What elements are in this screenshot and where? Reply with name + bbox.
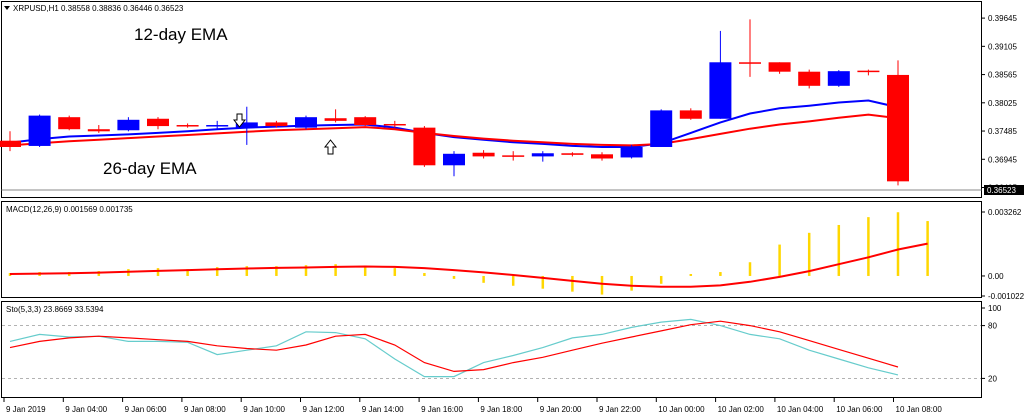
bear-candle: [354, 117, 377, 126]
macd-panel: [1, 201, 982, 298]
x-tick-label: 9 Jan 06:00: [125, 405, 167, 414]
bull-candle: [650, 110, 673, 147]
current-price-label: 0.36523: [987, 186, 1016, 195]
x-tick-label: 9 Jan 14:00: [362, 405, 404, 414]
x-tick-label: 9 Jan 08:00: [184, 405, 226, 414]
bull-candle: [827, 71, 850, 86]
price-header: XRPUSD,H1 0.38558 0.38836 0.36446 0.3652…: [13, 4, 184, 13]
bear-candle: [265, 122, 288, 127]
bull-candle: [295, 117, 317, 128]
x-tick-label: 9 Jan 2019: [6, 405, 46, 414]
x-tick-label: 9 Jan 22:00: [599, 405, 641, 414]
price-y-tick-label: 0.39105: [988, 42, 1017, 51]
bear-candle: [324, 118, 347, 121]
price-y-tick-label: 0.38025: [988, 99, 1017, 108]
bull-candle: [531, 153, 554, 157]
x-tick-label: 10 Jan 08:00: [896, 405, 943, 414]
ema26-line: [9, 113, 899, 147]
x-tick-label: 9 Jan 10:00: [243, 405, 285, 414]
bear-candle: [176, 125, 199, 127]
price-y-tick-label: 0.39645: [988, 14, 1017, 23]
x-tick-label: 10 Jan 04:00: [777, 405, 824, 414]
bear-candle: [739, 62, 761, 64]
bear-candle: [413, 127, 436, 166]
bull-candle: [620, 146, 643, 158]
ema12-line: [9, 99, 899, 148]
bear-candle: [561, 153, 584, 155]
up-arrow-icon: [323, 139, 338, 155]
bear-candle: [502, 155, 525, 157]
x-tick-label: 10 Jan 02:00: [718, 405, 765, 414]
bull-candle: [709, 62, 732, 119]
x-tick-label: 9 Jan 04:00: [65, 405, 107, 414]
macd-y-tick-label: 0.003262: [988, 208, 1022, 217]
x-tick-label: 9 Jan 18:00: [480, 405, 522, 414]
price-y-tick-label: 0.37485: [988, 127, 1017, 136]
macd-signal-line: [9, 242, 928, 288]
x-tick-label: 9 Jan 12:00: [303, 405, 345, 414]
x-tick-label: 9 Jan 20:00: [540, 405, 582, 414]
sto-y-tick-label: 80: [988, 322, 997, 331]
ema26-annotation: 26-day EMA: [103, 159, 197, 178]
sto-signal-line: [9, 320, 899, 373]
sto-main-line: [9, 318, 899, 378]
bear-candle: [887, 74, 909, 182]
bear-candle: [383, 123, 406, 126]
ema12-annotation: 12-day EMA: [134, 25, 228, 44]
collapse-triangle-icon[interactable]: [4, 6, 10, 10]
sto-y-tick-label: 20: [988, 374, 997, 383]
stochastic-panel: [1, 301, 982, 398]
sto-y-tick-label: 100: [988, 304, 1002, 313]
down-arrow-icon: [232, 113, 247, 128]
bull-candle: [206, 125, 229, 127]
bull-candle: [28, 115, 51, 146]
macd-header: MACD(12,26,9) 0.001569 0.001735: [6, 205, 133, 214]
current-price-tag: [984, 185, 1024, 195]
bear-candle: [591, 154, 613, 159]
bear-candle: [798, 71, 821, 86]
macd-y-tick-label: 0.00: [988, 272, 1004, 281]
bull-candle: [443, 153, 465, 166]
bull-candle: [235, 122, 258, 128]
bear-candle: [58, 117, 81, 130]
bear-candle: [472, 152, 495, 157]
price-panel: [1, 1, 982, 198]
price-y-tick-label: 0.36945: [988, 155, 1017, 164]
bear-candle: [147, 118, 169, 127]
bull-candle: [117, 119, 140, 131]
x-tick-label: 9 Jan 16:00: [421, 405, 463, 414]
bear-candle: [87, 129, 110, 132]
price-y-tick-label: 0.38565: [988, 71, 1017, 80]
bear-candle: [857, 70, 880, 73]
bear-candle: [768, 62, 791, 72]
sto-header: Sto(5,3,3) 23.8669 33.5394: [6, 305, 104, 314]
x-tick-label: 10 Jan 00:00: [658, 405, 705, 414]
x-tick-label: 10 Jan 06:00: [836, 405, 883, 414]
macd-y-tick-label: -0.001022: [988, 292, 1024, 301]
bear-candle: [0, 140, 21, 147]
bear-candle: [679, 110, 702, 119]
